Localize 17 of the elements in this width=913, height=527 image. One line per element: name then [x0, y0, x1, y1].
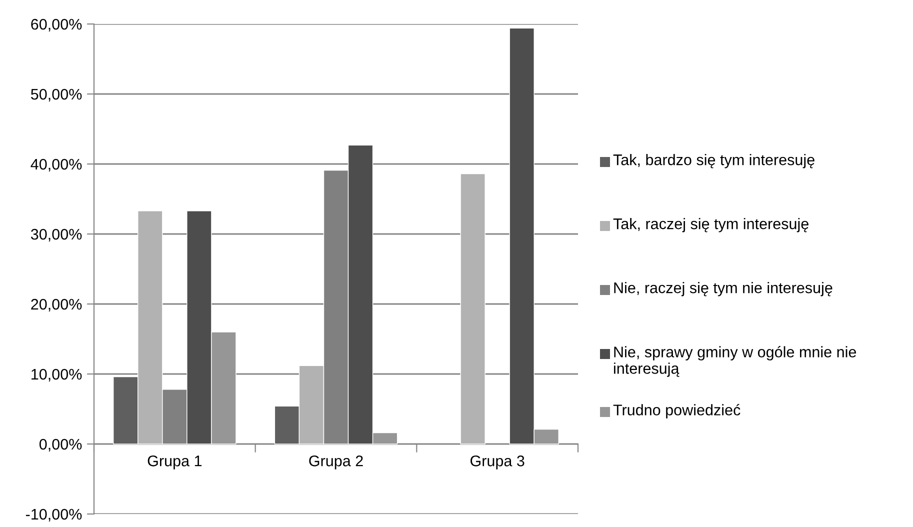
- y-tick-label: 60,00%: [31, 18, 82, 32]
- y-tick-label: 30,00%: [30, 228, 82, 242]
- y-tick-label: 50,00%: [30, 88, 82, 102]
- x-tick-label: Grupa 2: [309, 456, 363, 470]
- x-tick-label: Grupa 1: [148, 456, 202, 470]
- y-tick-label: 0,00%: [39, 438, 82, 452]
- y-tick-label: -10,00%: [26, 508, 82, 522]
- legend-label: Tak, bardzo się tym interesuję: [613, 154, 814, 168]
- bar: [460, 173, 486, 444]
- y-tick-label: 20,00%: [31, 298, 82, 312]
- y-tick-label: 40,00%: [30, 158, 82, 172]
- legend-label: Tak, raczej się tym interesuję: [613, 218, 808, 232]
- x-tick-label: Grupa 3: [470, 456, 524, 470]
- legend-label: Trudno powiedzieć: [613, 404, 740, 418]
- y-tick-label: 10,00%: [32, 368, 82, 382]
- legend-label: Nie, raczej się tym nie interesuję: [614, 282, 832, 296]
- legend-label: Nie, sprawy gminy w ogóle mnie nie interesują: [614, 346, 856, 377]
